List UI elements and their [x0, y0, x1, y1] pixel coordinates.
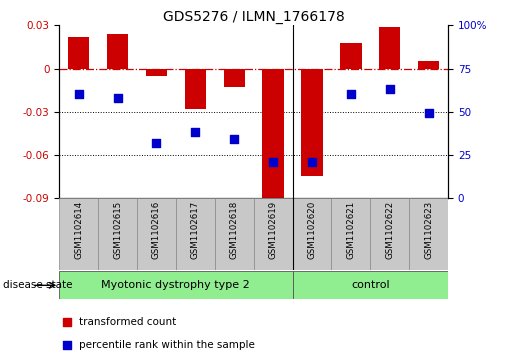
Bar [224, 69, 245, 87]
Bar [176, 198, 215, 270]
Point [230, 136, 238, 142]
Point [269, 159, 277, 164]
Point [191, 130, 199, 135]
Bar [107, 34, 128, 69]
Bar [262, 69, 284, 202]
Point [347, 91, 355, 97]
Bar [215, 198, 253, 270]
Text: GSM1102621: GSM1102621 [347, 201, 355, 259]
Point [424, 110, 433, 116]
Point [152, 140, 161, 146]
Bar [293, 198, 332, 270]
Text: transformed count: transformed count [79, 317, 176, 327]
Bar [68, 37, 90, 69]
Text: GSM1102619: GSM1102619 [269, 201, 278, 259]
Bar [253, 198, 293, 270]
Bar [332, 198, 370, 270]
Bar [301, 69, 323, 176]
Text: disease state: disease state [3, 280, 72, 290]
Text: GSM1102615: GSM1102615 [113, 201, 122, 259]
Bar [340, 43, 362, 69]
Bar [379, 27, 401, 69]
Text: GSM1102617: GSM1102617 [191, 201, 200, 259]
Bar [98, 198, 137, 270]
Bar [146, 69, 167, 76]
Point [386, 86, 394, 92]
Text: GSM1102622: GSM1102622 [385, 201, 394, 259]
Text: percentile rank within the sample: percentile rank within the sample [79, 340, 254, 350]
Title: GDS5276 / ILMN_1766178: GDS5276 / ILMN_1766178 [163, 11, 345, 24]
Point [75, 91, 83, 97]
Point [308, 159, 316, 164]
Text: Myotonic dystrophy type 2: Myotonic dystrophy type 2 [101, 280, 250, 290]
Bar [409, 198, 448, 270]
Text: GSM1102616: GSM1102616 [152, 201, 161, 259]
Point [320, 235, 329, 241]
Text: GSM1102623: GSM1102623 [424, 201, 433, 259]
Bar [59, 198, 98, 270]
Bar [137, 198, 176, 270]
Bar [59, 271, 293, 299]
Point [320, 20, 329, 26]
Text: GSM1102618: GSM1102618 [230, 201, 238, 259]
Text: GSM1102620: GSM1102620 [307, 201, 316, 259]
Bar [184, 69, 206, 109]
Bar [293, 271, 448, 299]
Text: control: control [351, 280, 389, 290]
Bar [370, 198, 409, 270]
Text: GSM1102614: GSM1102614 [74, 201, 83, 259]
Bar [418, 61, 439, 69]
Point [113, 95, 122, 101]
